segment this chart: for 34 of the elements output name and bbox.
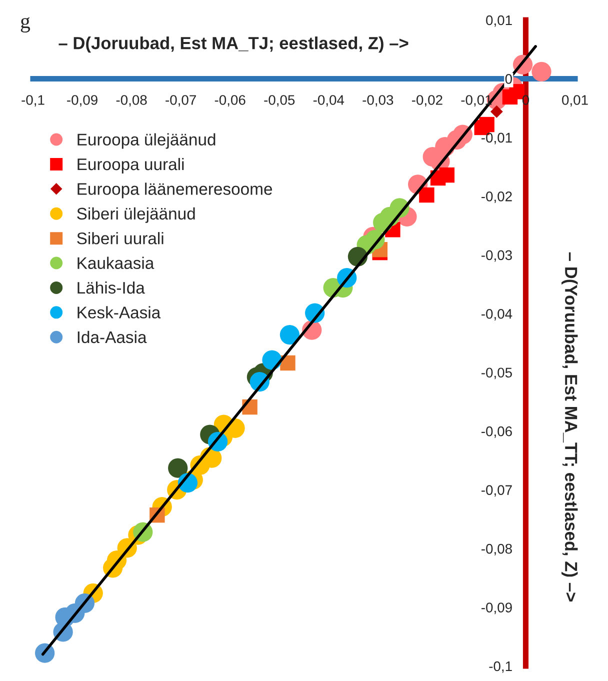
legend-label: Kaukaasia	[78, 256, 154, 270]
x-tick-label: -0,06	[214, 95, 246, 107]
y-tick-label: -0,01	[481, 132, 512, 144]
legend-label: Lähis-Ida	[78, 281, 145, 294]
x-tick-label: -0,03	[362, 95, 394, 107]
x-tick-label: -0,09	[67, 95, 98, 107]
legend-label: Siberi ülejäänud	[77, 207, 195, 223]
x-tick-label: -0,07	[166, 95, 196, 107]
legend-label: Ida-Aasia	[78, 330, 147, 344]
x-tick-label: 0,01	[562, 95, 588, 107]
legend-label: Euroopa uurali	[78, 158, 184, 174]
y-tick-label: -0,04	[481, 308, 512, 320]
x-tick-label: -0,08	[116, 95, 147, 107]
legend-label: Euroopa läänemeresoome	[78, 182, 272, 198]
x-tick-label: -0,02	[412, 95, 442, 107]
legend-label: Euroopa ülejäänud	[78, 133, 216, 149]
x-tick-label: -0,05	[264, 95, 295, 107]
y-tick-label: -0,07	[481, 485, 512, 497]
y-tick-label: -0,05	[481, 368, 512, 380]
y-tick-label: -0,03	[481, 250, 512, 262]
y-tick-label: -0,09	[481, 602, 512, 614]
y-tick-label: -0,02	[481, 192, 512, 203]
y-tick-label: 0	[505, 74, 512, 84]
y-tick-label: 0,01	[486, 15, 512, 27]
x-axis-title: – D(Joruubad, Est MA_TJ; eestlased, Z) –>	[58, 36, 408, 53]
x-tick-label: -0,04	[313, 95, 344, 107]
y-axis-title: – D(Yoruubad, Est MA_TT; eestlased, Z) –>	[562, 252, 578, 602]
legend-label: Siberi uurali	[77, 232, 164, 244]
y-tick-label: -0,06	[481, 426, 512, 438]
x-tick-label: -0,1	[22, 95, 44, 107]
chart-title: g	[20, 17, 30, 32]
y-tick-label: -0,08	[481, 544, 512, 556]
y-tick-label: -0,1	[489, 661, 512, 673]
legend-label: Kesk-Aasia	[78, 306, 161, 318]
